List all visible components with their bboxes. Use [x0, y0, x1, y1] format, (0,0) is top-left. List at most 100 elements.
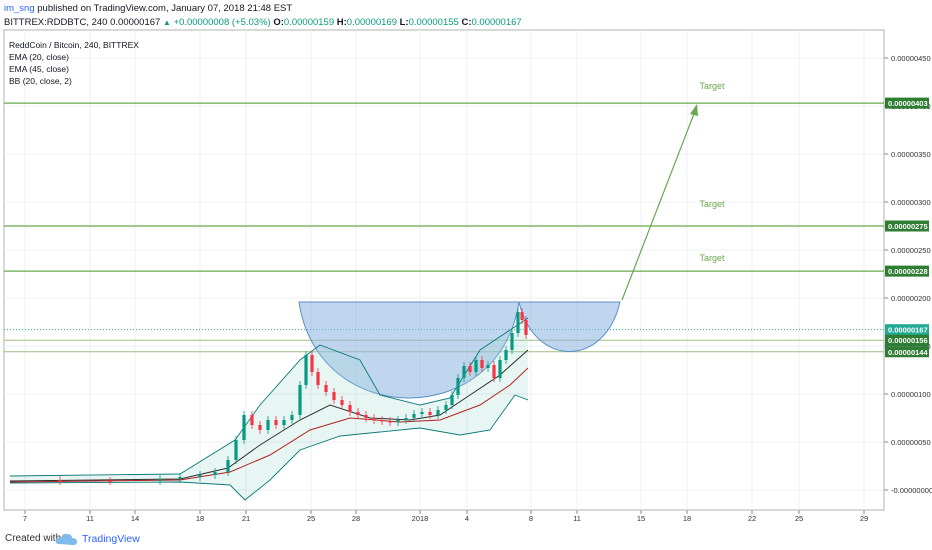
- price-badge-label: 0.00000228: [888, 267, 928, 276]
- price-badge: [885, 220, 929, 232]
- price-badge: [885, 265, 929, 277]
- price-badge: [885, 324, 929, 336]
- y-tick-label: 0.00000100: [891, 390, 931, 399]
- x-tick-label: 11: [573, 514, 581, 523]
- candle-body: [404, 418, 408, 420]
- symbol-text: BITTREX:RDDBTC, 240: [4, 17, 108, 28]
- candle-body: [316, 372, 320, 385]
- candle-body: [108, 481, 112, 483]
- price-badge-label: 0.00000403: [888, 99, 928, 108]
- price-badge-label: 0.00000275: [888, 222, 928, 231]
- legend-title: ReddCoin / Bitcoin, 240, BITTREX: [9, 40, 139, 50]
- x-tick-label: 25: [307, 514, 315, 523]
- price-axis[interactable]: 0.000004500.000004000.000003500.00000300…: [884, 54, 932, 495]
- footer: Created with TradingView: [0, 528, 932, 550]
- target-arrow-head: [690, 104, 698, 116]
- candle-body: [498, 360, 502, 378]
- x-tick-label: 22: [748, 514, 756, 523]
- legend: ReddCoin / Bitcoin, 240, BITTREX EMA (20,…: [9, 40, 139, 86]
- price-badge: [885, 346, 929, 358]
- author-link[interactable]: im_sng: [4, 3, 35, 14]
- bb-lower-line: [9, 394, 529, 501]
- target-label: Target: [699, 253, 725, 263]
- x-tick-label: 4: [465, 514, 469, 523]
- close-label: C:: [461, 17, 472, 28]
- brand-link[interactable]: TradingView: [82, 533, 140, 545]
- candle-body: [492, 365, 496, 378]
- candle-body: [242, 415, 246, 440]
- close-value: 0.00000167: [471, 17, 522, 28]
- candle-body: [380, 420, 384, 422]
- candle-body: [250, 415, 254, 425]
- candle-body: [282, 420, 286, 425]
- x-tick-label: 21: [242, 514, 250, 523]
- candle-body: [213, 472, 217, 475]
- candle-body: [158, 479, 162, 481]
- x-tick-label: 29: [860, 514, 868, 523]
- candle-body: [58, 480, 62, 482]
- x-tick-label: 28: [352, 514, 360, 523]
- candle-body: [516, 312, 520, 333]
- price-badge-label: 0.00000156: [888, 336, 928, 345]
- open-value: 0.00000159: [283, 17, 335, 28]
- legend-item: BB (20, close, 2): [9, 76, 72, 86]
- target-annotations: Target Target Target: [699, 81, 725, 263]
- candle-body: [468, 366, 472, 372]
- up-triangle-icon: ▲: [162, 18, 171, 27]
- candle-body: [298, 385, 302, 415]
- open-label: O:: [273, 17, 284, 28]
- x-tick-label: 25: [795, 514, 803, 523]
- created-with-text: Created with: [5, 533, 62, 544]
- y-tick-label: 0.00000300: [891, 198, 931, 207]
- x-tick-label: 18: [196, 514, 204, 523]
- legend-item: EMA (45, close): [9, 64, 69, 74]
- candles: [58, 308, 528, 485]
- candle-body: [420, 412, 424, 414]
- time-axis[interactable]: 7 11 14 18 21 25 28 2018 4 8 11 15 18 22 25 29: [23, 510, 868, 523]
- candle-body: [486, 365, 490, 368]
- low-label: L:: [399, 17, 409, 28]
- chart-header: im_sng published on TradingView.com, Jan…: [0, 0, 932, 30]
- high-value: 0.00000169: [346, 17, 397, 28]
- candle-body: [428, 412, 432, 415]
- y-tick-label: -0.00000000: [891, 486, 932, 495]
- candle-body: [266, 420, 270, 430]
- candle-body: [480, 360, 484, 368]
- publish-line: im_sng published on TradingView.com, Jan…: [4, 3, 292, 14]
- handle-shape: [518, 301, 621, 352]
- x-tick-label: 8: [529, 514, 533, 523]
- candle-body: [388, 421, 392, 423]
- candle-body: [234, 440, 238, 460]
- price-badge-label: 0.00000144: [888, 348, 928, 357]
- published-text: published on TradingView.com, January 07…: [37, 3, 293, 14]
- x-tick-label: 7: [23, 514, 27, 523]
- target-label: Target: [699, 199, 725, 209]
- cup-and-handle-drawing: [298, 104, 698, 399]
- price-badge: [885, 97, 929, 109]
- candle-body: [412, 414, 416, 418]
- x-tick-label: 2018: [412, 514, 429, 523]
- candle-body: [226, 460, 230, 472]
- candle-body: [450, 395, 454, 405]
- y-tick-label: 0.00000200: [891, 294, 931, 303]
- candle-body: [504, 350, 508, 360]
- grid: [4, 30, 884, 510]
- target-label: Target: [699, 81, 725, 91]
- candle-body: [348, 405, 352, 412]
- last-value: 0.00000167: [110, 17, 161, 28]
- tradingview-cloud-icon: [55, 533, 77, 545]
- candle-body: [524, 320, 528, 335]
- candle-body: [456, 378, 460, 395]
- low-value: 0.00000155: [408, 17, 459, 28]
- candle-body: [304, 355, 308, 385]
- candle-body: [436, 410, 440, 415]
- high-label: H:: [336, 17, 347, 28]
- y-tick-label: 0.00000450: [891, 54, 931, 63]
- candle-body: [356, 412, 360, 415]
- legend-item: EMA (20, close): [9, 52, 69, 62]
- y-tick-label: 0.00000350: [891, 150, 931, 159]
- candle-body: [258, 425, 262, 430]
- ohlc-line: BITTREX:RDDBTC, 240 0.00000167 ▲ +0.0000…: [4, 17, 522, 28]
- x-tick-label: 11: [86, 514, 94, 523]
